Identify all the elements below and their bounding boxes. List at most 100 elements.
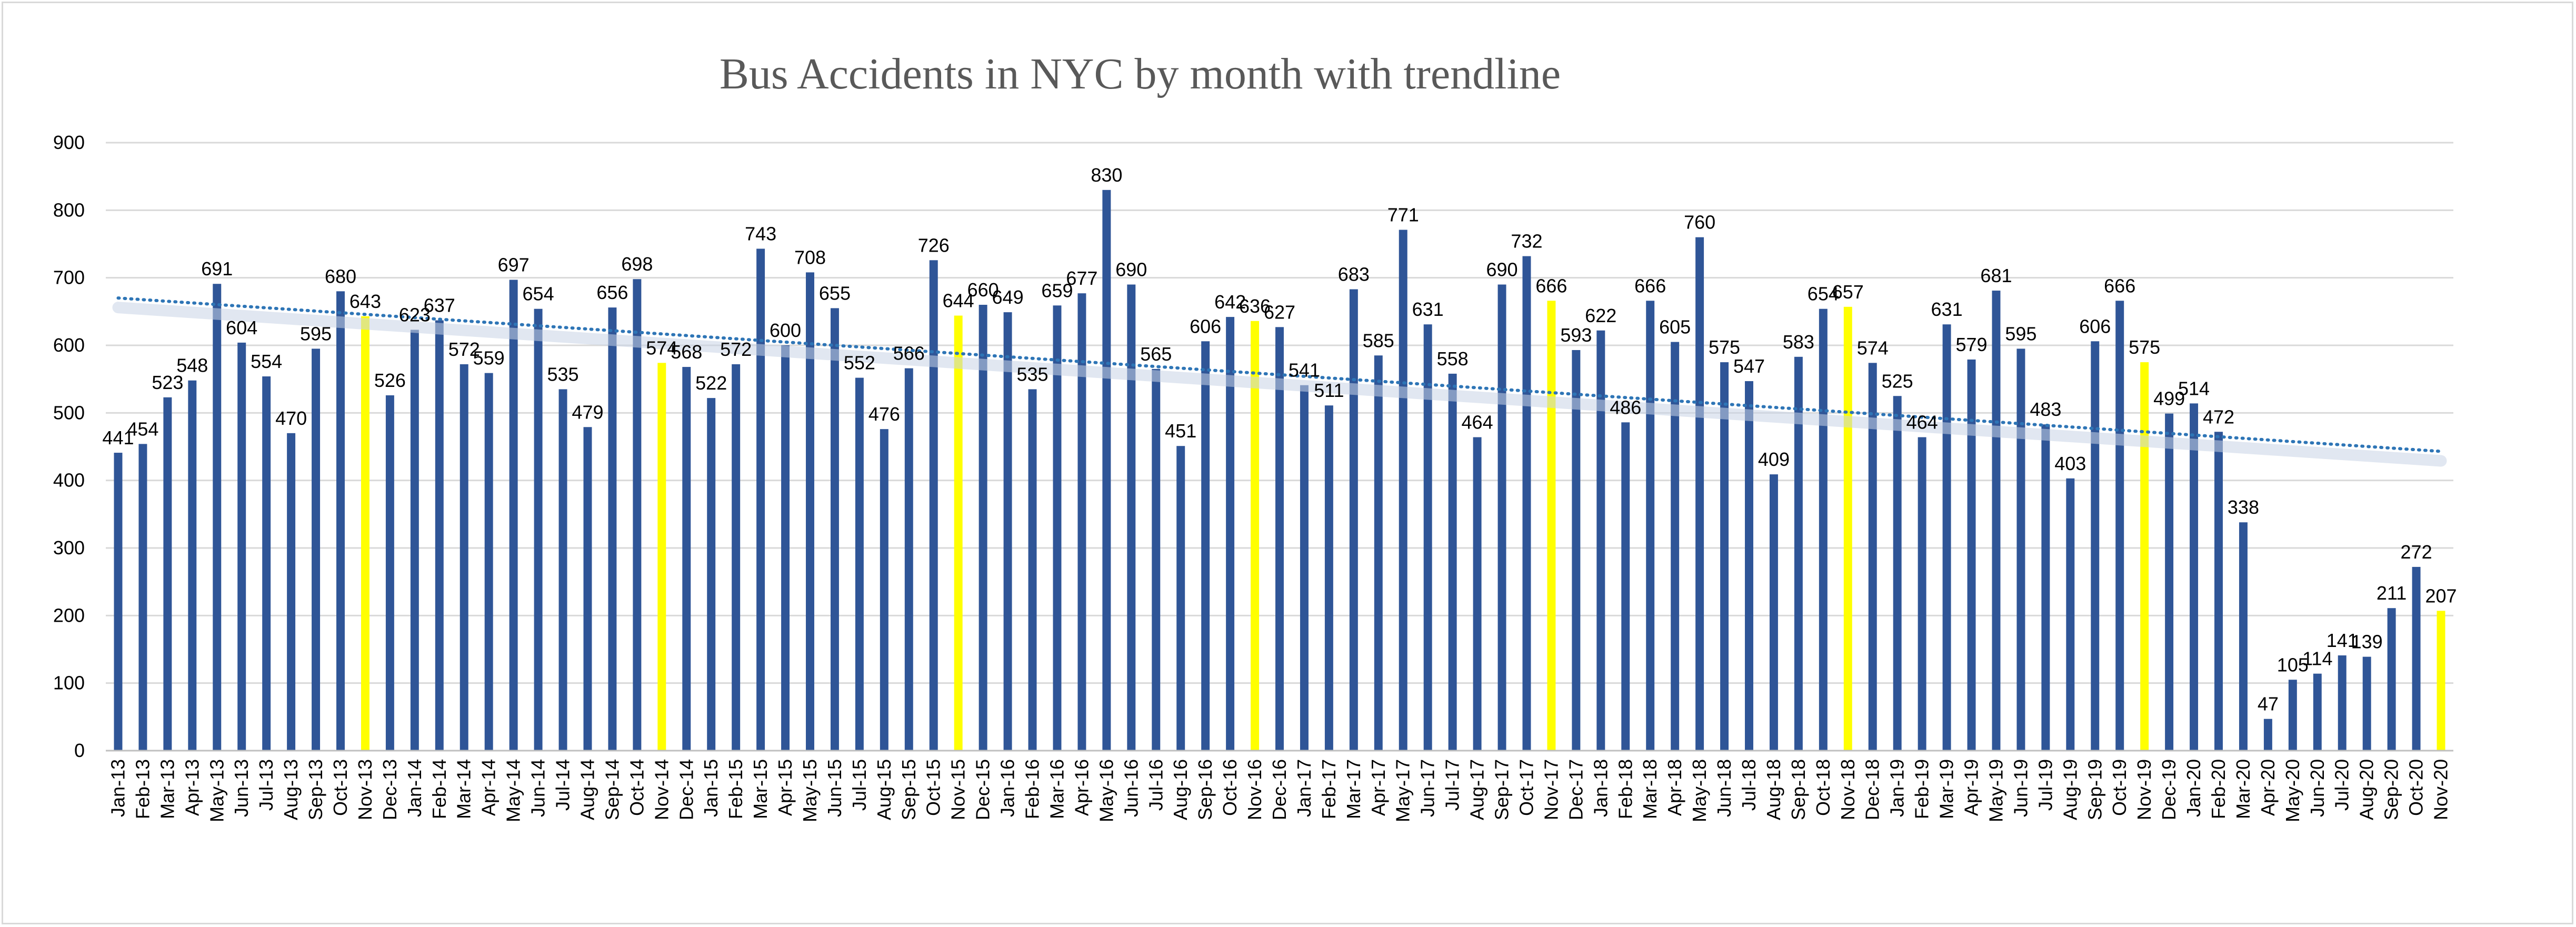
x-tick-label: Feb-20 — [2208, 759, 2229, 819]
data-label: 657 — [1832, 281, 1864, 303]
bar-jun-13 — [237, 342, 246, 751]
data-label: 660 — [967, 279, 999, 301]
data-label: 470 — [275, 407, 307, 429]
x-tick-label: Jun-17 — [1417, 759, 1439, 817]
data-label: 572 — [720, 338, 752, 360]
bar-jul-17 — [1448, 373, 1457, 751]
bar-aug-19 — [2066, 478, 2075, 751]
bar-may-15 — [806, 272, 814, 751]
data-label: 476 — [868, 403, 900, 425]
x-tick-label: Jul-20 — [2331, 759, 2353, 811]
x-tick-label: Dec-18 — [1862, 759, 1883, 820]
x-tick-label: Sep-15 — [898, 759, 920, 820]
bar-feb-20 — [2214, 432, 2223, 751]
data-label: 541 — [1289, 360, 1320, 381]
bar-nov-15 — [954, 315, 963, 751]
bar-jan-18 — [1596, 330, 1605, 751]
x-tick-label: Aug-14 — [576, 759, 598, 820]
x-tick-label: Aug-18 — [1763, 759, 1784, 820]
x-tick-label: Jan-14 — [404, 759, 425, 817]
x-tick-label: Jun-15 — [824, 759, 845, 817]
bar-oct-13 — [336, 291, 345, 751]
data-label: 743 — [745, 223, 776, 244]
bar-apr-18 — [1671, 342, 1680, 751]
data-label: 655 — [819, 282, 851, 304]
data-label: 771 — [1387, 204, 1419, 226]
x-tick-label: Nov-16 — [1244, 759, 1265, 820]
x-tick-label: Sep-18 — [1788, 759, 1809, 820]
x-tick-label: Jul-13 — [255, 759, 277, 811]
x-tick-label: May-13 — [206, 759, 227, 822]
bar-dec-19 — [2165, 413, 2174, 751]
x-tick-label: Oct-13 — [330, 759, 351, 816]
bar-aug-16 — [1176, 446, 1185, 751]
x-tick-label: Nov-19 — [2133, 759, 2155, 820]
bar-jun-18 — [1720, 362, 1729, 751]
data-label: 606 — [1190, 315, 1221, 337]
bar-mar-18 — [1646, 301, 1655, 751]
y-tick-label: 500 — [53, 402, 85, 423]
bar-jun-19 — [2016, 348, 2025, 751]
data-label: 554 — [251, 351, 282, 372]
data-label: 654 — [1808, 283, 1839, 305]
y-tick-label: 600 — [53, 334, 85, 356]
x-tick-label: May-18 — [1689, 759, 1710, 822]
data-label: 637 — [424, 295, 455, 316]
data-label: 627 — [1264, 301, 1295, 323]
x-tick-label: Nov-17 — [1540, 759, 1562, 820]
bar-oct-18 — [1819, 308, 1828, 751]
data-label: 479 — [572, 401, 603, 423]
data-label: 677 — [1066, 267, 1097, 289]
data-label: 211 — [2377, 582, 2407, 604]
data-label: 654 — [523, 283, 554, 305]
x-tick-label: Sep-20 — [2381, 759, 2402, 820]
bar-dec-17 — [1572, 350, 1581, 751]
data-label: 583 — [1783, 331, 1814, 353]
data-label: 514 — [2178, 377, 2210, 399]
data-label: 680 — [325, 265, 356, 287]
x-tick-label: Apr-19 — [1961, 759, 1982, 816]
bar-mar-19 — [1942, 324, 1951, 751]
bar-apr-17 — [1374, 355, 1383, 751]
x-tick-label: Jul-15 — [848, 759, 870, 811]
data-label: 572 — [448, 338, 480, 360]
data-label: 535 — [1016, 363, 1048, 385]
bar-may-20 — [2288, 680, 2297, 751]
data-label: 579 — [1955, 334, 1987, 355]
x-tick-label: Mar-17 — [1343, 759, 1364, 819]
x-tick-label: Feb-14 — [428, 759, 450, 819]
x-tick-label: Jul-14 — [552, 759, 574, 811]
x-tick-label: May-15 — [799, 759, 821, 822]
bar-jan-17 — [1300, 385, 1309, 751]
x-tick-label: Mar-16 — [1046, 759, 1067, 819]
data-label: 409 — [1758, 448, 1790, 470]
bar-dec-13 — [385, 395, 394, 751]
data-label: 535 — [547, 363, 578, 385]
data-label: 623 — [399, 304, 431, 325]
x-tick-label: Feb-19 — [1911, 759, 1933, 819]
bar-mar-20 — [2239, 522, 2248, 751]
bar-nov-16 — [1251, 321, 1260, 751]
x-tick-label: Aug-16 — [1170, 759, 1191, 820]
data-label: 606 — [2079, 315, 2111, 337]
x-tick-label: Aug-13 — [280, 759, 302, 820]
data-label: 649 — [992, 286, 1024, 308]
bar-sep-19 — [2091, 341, 2100, 751]
x-tick-label: Jun-18 — [1713, 759, 1735, 817]
x-tick-label: Jul-18 — [1738, 759, 1760, 811]
bar-jan-14 — [410, 330, 419, 751]
bar-dec-18 — [1868, 363, 1877, 751]
bar-feb-16 — [1028, 389, 1037, 751]
data-label: 523 — [152, 372, 183, 393]
x-tick-label: May-20 — [2282, 759, 2303, 822]
bar-dec-14 — [682, 367, 691, 751]
bar-jun-14 — [534, 308, 543, 751]
bar-may-17 — [1399, 230, 1407, 751]
x-tick-label: May-19 — [1985, 759, 2006, 822]
x-tick-label: Feb-13 — [132, 759, 153, 819]
x-tick-label: Nov-15 — [947, 759, 969, 820]
x-tick-label: Sep-14 — [601, 759, 623, 820]
data-label: 526 — [374, 370, 406, 391]
x-tick-label: Mar-20 — [2232, 759, 2254, 819]
bar-apr-16 — [1077, 293, 1086, 751]
